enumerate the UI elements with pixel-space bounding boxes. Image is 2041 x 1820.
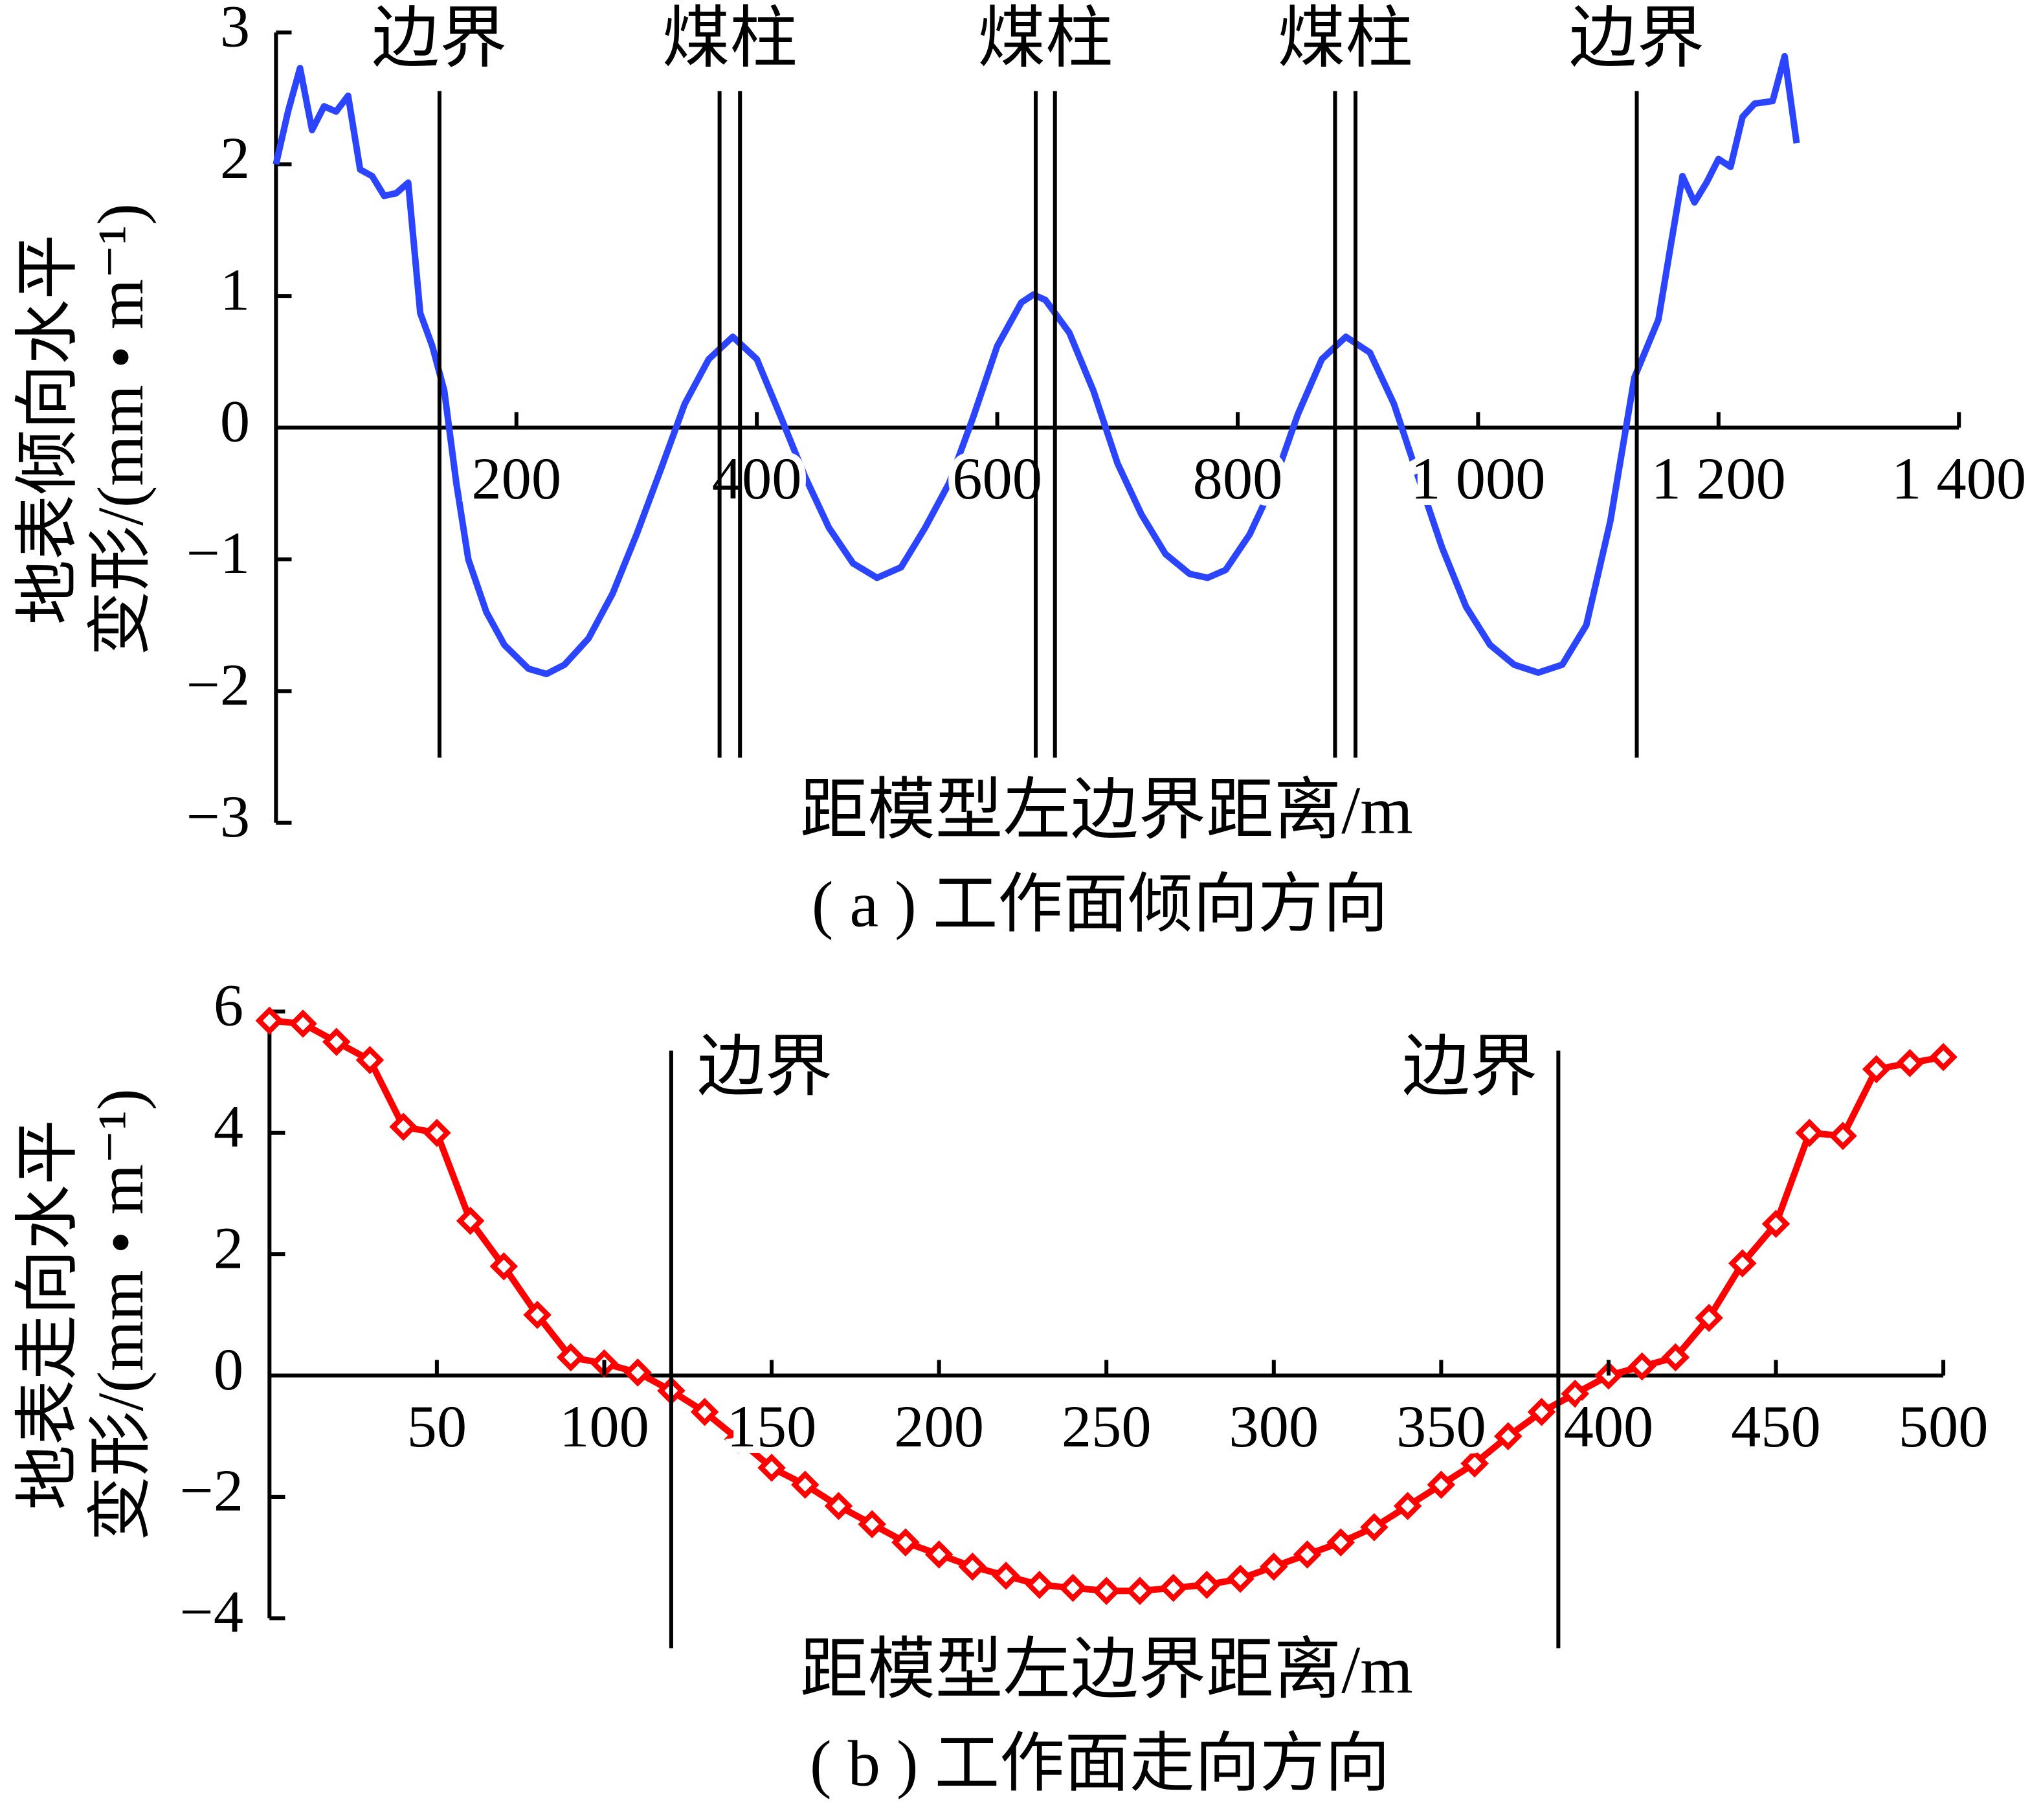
data-point bbox=[1728, 1249, 1757, 1277]
y-axis-label: 变形/(mm • m⁻¹) bbox=[84, 1088, 157, 1541]
data-point bbox=[891, 1528, 920, 1556]
caption: ( a ) 工作面倾向方向 bbox=[812, 868, 1389, 941]
data-point bbox=[1126, 1577, 1154, 1605]
data-point bbox=[1260, 1552, 1288, 1581]
x-tick-label: 450 bbox=[1731, 1394, 1821, 1460]
data-point bbox=[824, 1492, 853, 1520]
data-line bbox=[269, 1017, 1945, 1595]
y-tick-label: −2 bbox=[180, 1458, 243, 1524]
data-point bbox=[556, 1343, 585, 1372]
boundary-label: 煤柱 bbox=[977, 1, 1113, 76]
y-tick-label: 3 bbox=[220, 0, 250, 60]
y-tick-label: 0 bbox=[220, 389, 250, 455]
data-point bbox=[1058, 1573, 1087, 1602]
data-point bbox=[1829, 1121, 1857, 1151]
data-point bbox=[322, 1028, 351, 1056]
boundary-label: 煤柱 bbox=[1278, 1, 1413, 76]
data-point bbox=[1293, 1540, 1322, 1569]
caption: ( b ) 工作面走向方向 bbox=[810, 1727, 1390, 1800]
x-tick-label: 50 bbox=[407, 1394, 467, 1460]
x-tick-label: 400 bbox=[712, 446, 802, 512]
data-point bbox=[355, 1046, 385, 1075]
x-tick-label: 150 bbox=[727, 1394, 817, 1460]
x-tick-label: 800 bbox=[1193, 446, 1283, 512]
y-tick-label: 6 bbox=[214, 973, 243, 1039]
data-point bbox=[790, 1470, 820, 1499]
data-point bbox=[1226, 1564, 1255, 1593]
data-point bbox=[858, 1510, 886, 1538]
boundary-label: 边界 bbox=[697, 1029, 832, 1105]
data-point bbox=[1895, 1049, 1924, 1077]
y-tick-label: 0 bbox=[214, 1337, 243, 1403]
boundary-label: 边界 bbox=[372, 1, 507, 76]
x-tick-label: 400 bbox=[1564, 1394, 1654, 1460]
x-axis-label: 距模型左边界距离/m bbox=[800, 773, 1413, 848]
data-point bbox=[389, 1112, 418, 1141]
y-tick-label: 2 bbox=[220, 126, 250, 192]
data-point bbox=[992, 1561, 1020, 1590]
data-point bbox=[1929, 1042, 1957, 1072]
x-tick-label: 1 200 bbox=[1651, 446, 1786, 512]
x-tick-label: 250 bbox=[1062, 1394, 1152, 1460]
data-point bbox=[1159, 1573, 1188, 1602]
data-point bbox=[1561, 1379, 1590, 1408]
x-tick-label: 100 bbox=[559, 1394, 649, 1460]
data-point bbox=[958, 1552, 987, 1581]
boundary-label: 边界 bbox=[1402, 1029, 1537, 1105]
data-point bbox=[523, 1301, 552, 1329]
data-point bbox=[1192, 1571, 1221, 1599]
data-point bbox=[724, 1425, 753, 1454]
y-tick-label: −3 bbox=[186, 784, 250, 850]
data-point bbox=[1527, 1397, 1556, 1426]
data-point bbox=[1393, 1492, 1422, 1520]
data-point bbox=[1360, 1513, 1389, 1542]
data-point bbox=[1494, 1422, 1522, 1451]
y-tick-label: −1 bbox=[186, 521, 250, 587]
x-tick-label: 200 bbox=[894, 1394, 984, 1460]
x-tick-label: 600 bbox=[952, 446, 1042, 512]
y-tick-label: 2 bbox=[214, 1215, 243, 1281]
y-axis-label: 地表倾向水平 bbox=[12, 234, 84, 625]
data-point bbox=[924, 1540, 954, 1569]
data-point bbox=[1025, 1571, 1054, 1599]
data-point bbox=[623, 1358, 652, 1387]
x-tick-label: 200 bbox=[471, 446, 561, 512]
data-line bbox=[273, 52, 1800, 677]
data-point bbox=[1795, 1118, 1824, 1147]
x-tick-label: 500 bbox=[1899, 1394, 1989, 1460]
data-point bbox=[1862, 1055, 1891, 1084]
boundary-label: 煤柱 bbox=[662, 1, 797, 76]
y-tick-label: 1 bbox=[220, 257, 250, 323]
data-point bbox=[1761, 1209, 1790, 1239]
y-tick-label: 4 bbox=[214, 1094, 243, 1160]
y-axis-label: 变形/(mm • m⁻¹) bbox=[84, 203, 157, 656]
x-tick-label: 1 400 bbox=[1891, 446, 2026, 512]
y-tick-label: −4 bbox=[180, 1580, 243, 1646]
x-tick-label: 1 000 bbox=[1411, 446, 1545, 512]
data-point bbox=[1627, 1352, 1656, 1381]
data-point bbox=[289, 1009, 317, 1038]
data-point bbox=[690, 1397, 719, 1426]
data-point bbox=[423, 1118, 451, 1147]
data-point bbox=[1427, 1470, 1456, 1499]
boundary-label: 边界 bbox=[1569, 1, 1704, 76]
data-point bbox=[1661, 1343, 1690, 1372]
data-point bbox=[1460, 1449, 1489, 1478]
data-point bbox=[456, 1206, 485, 1235]
data-point bbox=[1326, 1528, 1355, 1556]
x-tick-label: 350 bbox=[1396, 1394, 1486, 1460]
data-point bbox=[1092, 1577, 1121, 1605]
data-point bbox=[757, 1454, 786, 1482]
data-point bbox=[1695, 1303, 1723, 1332]
y-axis-label: 地表走向水平 bbox=[12, 1119, 84, 1510]
data-point bbox=[489, 1252, 519, 1281]
x-tick-label: 300 bbox=[1229, 1394, 1319, 1460]
y-tick-label: −2 bbox=[186, 653, 250, 719]
data-point bbox=[255, 1006, 284, 1035]
x-axis-label: 距模型左边界距离/m bbox=[800, 1632, 1413, 1707]
